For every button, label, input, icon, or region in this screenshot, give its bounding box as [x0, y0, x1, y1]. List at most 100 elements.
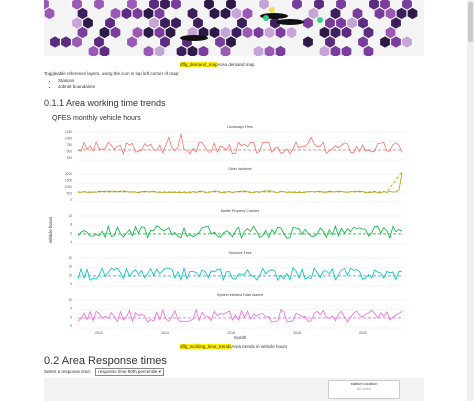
hex-cell[interactable] [302, 35, 314, 49]
hex-cell[interactable] [401, 0, 413, 11]
hex-cell[interactable] [329, 45, 342, 57]
hex-cell[interactable] [384, 26, 397, 39]
hex-cell[interactable] [71, 35, 83, 49]
hex-cell[interactable] [154, 45, 165, 57]
hex-cell[interactable] [143, 45, 154, 57]
hex-cell[interactable] [44, 7, 55, 20]
hex-cell[interactable] [121, 7, 132, 20]
hex-cell[interactable] [286, 26, 297, 39]
scrollbar-thumb[interactable] [468, 2, 473, 42]
hex-cell[interactable] [357, 16, 369, 30]
hex-cell[interactable] [187, 7, 198, 20]
hex-cell[interactable] [132, 26, 143, 39]
hex-cell[interactable] [154, 26, 165, 39]
hex-cell[interactable] [170, 16, 182, 30]
hex-cell[interactable] [242, 26, 253, 39]
hex-cell[interactable] [76, 26, 89, 39]
hex-cell[interactable] [340, 45, 353, 57]
hex-cell[interactable] [390, 16, 402, 30]
hex-cell[interactable] [209, 7, 220, 20]
hex-cell[interactable] [159, 16, 171, 30]
hex-cell[interactable] [203, 0, 215, 11]
response-time-select[interactable]: response time 90th percentile ▾ [95, 368, 164, 376]
hex-cell[interactable] [60, 35, 72, 49]
hex-cell[interactable] [324, 35, 336, 49]
hex-cell[interactable] [143, 7, 154, 20]
hex-cell[interactable] [395, 7, 408, 20]
hex-cell[interactable] [324, 16, 336, 30]
hex-cell[interactable] [362, 26, 375, 39]
hex-cell[interactable] [110, 7, 121, 20]
hex-map-canvas[interactable] [44, 0, 424, 56]
hex-cell[interactable] [176, 45, 187, 57]
hex-cell[interactable] [362, 45, 375, 57]
hex-cell[interactable] [329, 7, 342, 20]
hex-cell[interactable] [253, 45, 264, 57]
hex-cell[interactable] [368, 0, 380, 11]
hex-cell[interactable] [104, 16, 116, 30]
hex-cell[interactable] [76, 7, 89, 20]
hex-cell[interactable] [225, 0, 237, 11]
hex-cell[interactable] [264, 45, 275, 57]
hex-cell[interactable] [351, 7, 364, 20]
hex-cell[interactable] [379, 0, 391, 11]
hex-cell[interactable] [406, 7, 419, 20]
hex-cell[interactable] [335, 16, 347, 30]
hex-cell[interactable] [143, 26, 154, 39]
hex-cell[interactable] [220, 26, 231, 39]
hex-cell[interactable] [159, 35, 171, 49]
hex-cell[interactable] [379, 35, 391, 49]
hex-cell[interactable] [159, 0, 171, 11]
hex-cell[interactable] [318, 45, 331, 57]
hex-cell[interactable] [340, 26, 353, 39]
hex-cell[interactable] [192, 16, 204, 30]
hex-cell[interactable] [187, 45, 198, 57]
hex-cell[interactable] [225, 35, 237, 49]
hex-cell[interactable] [318, 26, 331, 39]
hex-cell[interactable] [384, 7, 397, 20]
hex-cell[interactable] [373, 7, 386, 20]
hex-cell[interactable] [346, 16, 358, 30]
hex-cell[interactable] [264, 26, 275, 39]
hex-cell[interactable] [275, 45, 286, 57]
hex-cell[interactable] [329, 26, 342, 39]
hex-cell[interactable] [335, 0, 347, 11]
hex-cell[interactable] [110, 26, 121, 39]
hex-cell[interactable] [357, 35, 369, 49]
hex-cell[interactable] [82, 16, 94, 30]
hex-cell[interactable] [231, 7, 242, 20]
hex-cell[interactable] [87, 45, 100, 57]
hex-cell[interactable] [71, 16, 83, 30]
page-scrollbar[interactable] [467, 0, 474, 401]
hex-cell[interactable] [242, 7, 253, 20]
hex-cell[interactable] [291, 0, 303, 11]
hex-cell[interactable] [275, 26, 286, 39]
hex-cell[interactable] [307, 7, 320, 20]
hex-cell[interactable] [165, 26, 176, 39]
hex-cell[interactable] [71, 0, 83, 11]
hex-cell[interactable] [49, 35, 61, 49]
hex-cell[interactable] [93, 35, 105, 49]
hex-cell[interactable] [214, 35, 226, 49]
hex-cell[interactable] [93, 0, 105, 11]
hex-cell[interactable] [170, 0, 182, 11]
hex-cell[interactable] [126, 35, 138, 49]
hex-cell[interactable] [44, 0, 50, 11]
hex-cell[interactable] [401, 35, 413, 49]
hex-cell[interactable] [313, 0, 325, 11]
hex-cell[interactable] [154, 7, 165, 20]
hex-cell[interactable] [132, 7, 143, 20]
hex-cell[interactable] [253, 26, 264, 39]
hex-cell[interactable] [390, 35, 402, 49]
hex-cell[interactable] [148, 16, 160, 30]
hex-cell[interactable] [302, 16, 314, 30]
area-demand-map[interactable] [44, 0, 424, 56]
hex-cell[interactable] [220, 45, 231, 57]
hex-cell[interactable] [220, 7, 231, 20]
hex-cell[interactable] [148, 0, 160, 11]
hex-cell[interactable] [198, 45, 209, 57]
hex-cell[interactable] [231, 26, 242, 39]
hex-cell[interactable] [126, 0, 138, 11]
hex-cell[interactable] [209, 26, 220, 39]
hex-cell[interactable] [258, 0, 270, 11]
